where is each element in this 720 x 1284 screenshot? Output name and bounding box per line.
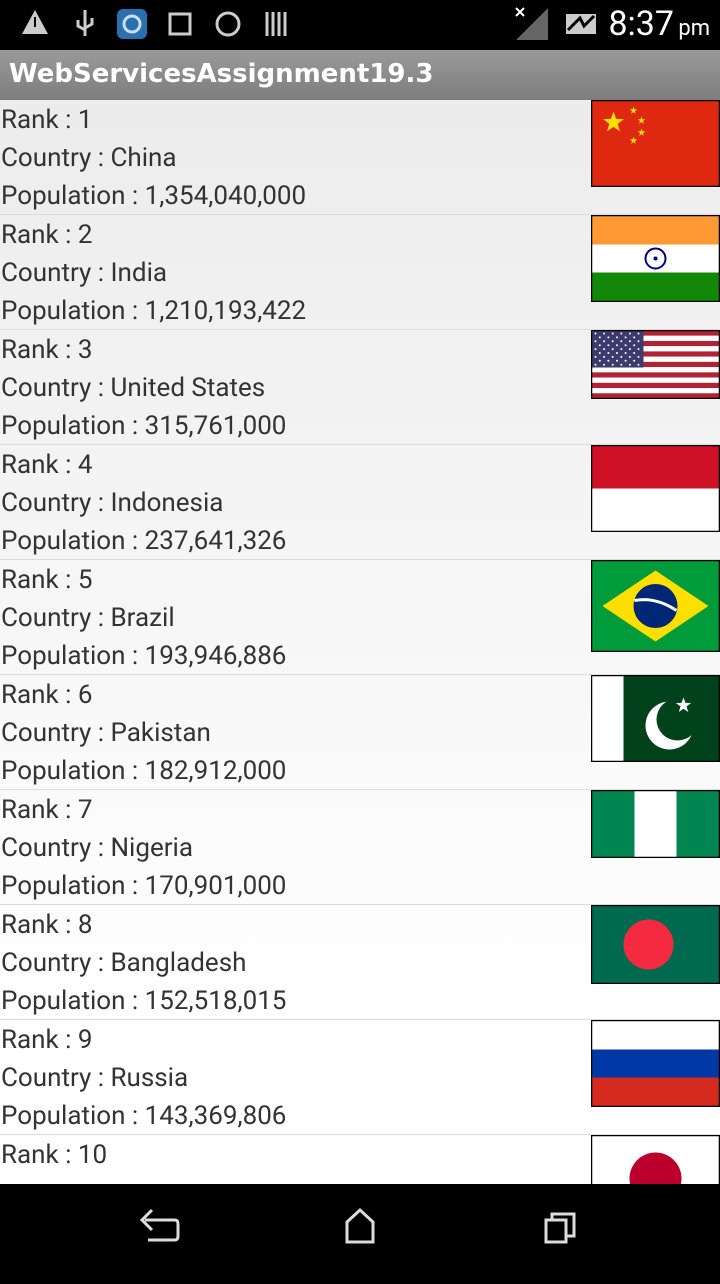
list-item[interactable]: Rank : 6 Country : Pakistan Population : 1… (0, 675, 720, 790)
country-text: Country : Pakistan (1, 718, 211, 748)
rank-text: Rank : 10 (1, 1140, 108, 1170)
population-text: Population : 1,354,040,000 (1, 181, 307, 211)
flag-image (591, 215, 720, 302)
list-item[interactable]: Rank : 9 Country : Russia Population : 143… (0, 1020, 720, 1135)
country-text: Country : Russia (1, 1063, 189, 1093)
rank-text: Rank : 7 (1, 795, 93, 825)
flag-image (591, 1135, 720, 1184)
flag-image (591, 330, 720, 399)
population-text: Population : 237,641,326 (1, 526, 287, 556)
nav-bar (0, 1184, 720, 1280)
back-button[interactable] (139, 1208, 180, 1242)
population-text: Population : 1,210,193,422 (1, 296, 307, 326)
app-bar: WebServicesAssignment19.3 (0, 50, 720, 100)
flag-image (591, 560, 720, 652)
list-item[interactable]: Rank : 4 Country : Indonesia Population : … (0, 445, 720, 560)
flag-image (591, 790, 720, 858)
status-bar: 8:37 pm (0, 0, 720, 50)
flag-image (591, 905, 720, 984)
rank-text: Rank : 3 (1, 335, 93, 365)
list-item[interactable]: Rank : 5 Country : Brazil Population : 193… (0, 560, 720, 675)
population-text: Population : 193,946,886 (1, 641, 287, 671)
rank-text: Rank : 9 (1, 1025, 93, 1055)
country-text: Country : India (1, 258, 168, 288)
flag-image (591, 675, 720, 762)
clock-ampm: pm (678, 16, 710, 41)
list-item[interactable]: Rank : 2 Country : India Population : 1,21… (0, 215, 720, 330)
nav-icons (139, 1207, 576, 1244)
country-text: Country : Nigeria (1, 833, 194, 863)
population-text: Population : 315,761,000 (1, 411, 287, 441)
population-text: Population : 182,912,000 (1, 756, 287, 786)
clock: 8:37 (608, 4, 674, 44)
population-text: Population : 170,901,000 (1, 871, 287, 901)
population-text: Population : 152,518,015 (1, 986, 287, 1016)
rank-text: Rank : 2 (1, 220, 93, 250)
home-button[interactable] (345, 1207, 375, 1244)
app-title: WebServicesAssignment19.3 (9, 59, 434, 89)
rank-text: Rank : 5 (1, 565, 93, 595)
list-item[interactable]: Rank : 8 Country : Bangladesh Population :… (0, 905, 720, 1020)
recents-button[interactable] (544, 1212, 576, 1244)
flag-image (591, 445, 720, 532)
country-text: Country : Indonesia (1, 488, 224, 518)
rank-text: Rank : 4 (1, 450, 93, 480)
country-text: Country : China (1, 143, 177, 173)
population-text: Population : 143,369,806 (1, 1101, 287, 1131)
country-text: Country : Brazil (1, 603, 175, 633)
rank-text: Rank : 6 (1, 680, 93, 710)
country-text: Country : United States (1, 373, 266, 403)
rank-text: Rank : 8 (1, 910, 93, 940)
flag-image (591, 1020, 720, 1107)
country-list: Rank : 1 Country : China Population : 1,35… (0, 100, 720, 1184)
status-icons (22, 9, 287, 39)
list-item[interactable]: Rank : 1 Country : China Population : 1,35… (0, 100, 720, 215)
list-item[interactable]: Rank : 7 Country : Nigeria Population : 17… (0, 790, 720, 905)
rank-text: Rank : 1 (1, 105, 93, 135)
list-item[interactable]: Rank : 3 Country : United States Populatio… (0, 330, 720, 445)
country-text: Country : Bangladesh (1, 948, 247, 978)
flag-image (591, 100, 720, 187)
signal-battery (515, 7, 596, 40)
list-item[interactable]: Rank : 10 (0, 1135, 720, 1184)
